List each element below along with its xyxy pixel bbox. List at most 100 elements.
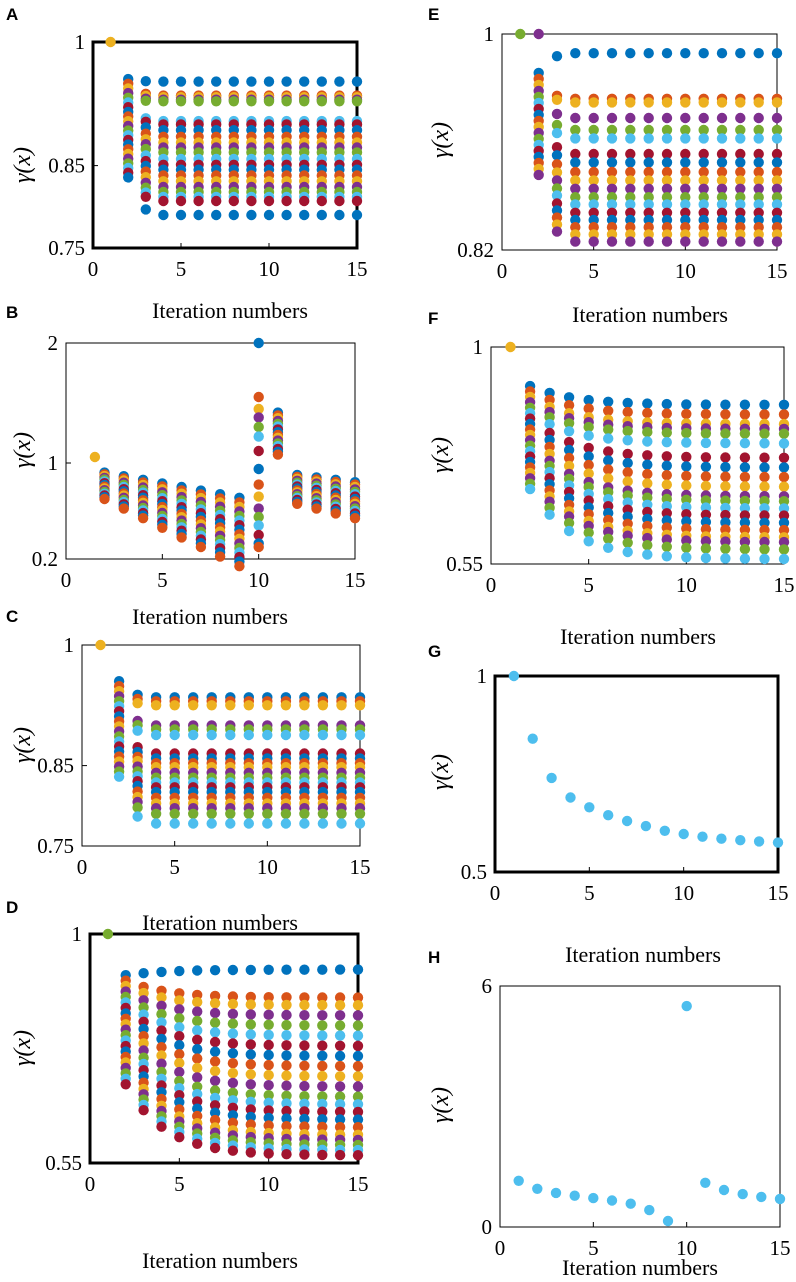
data-point	[334, 1060, 346, 1072]
data-point	[195, 541, 207, 553]
panel-g: G 0 5 10 15 1 0.5 Iteration numbers γ(x)	[428, 642, 789, 967]
data-point	[570, 222, 581, 233]
data-point	[716, 48, 728, 59]
data-point-γ	[603, 810, 614, 821]
data-point	[281, 992, 292, 1003]
data-point	[246, 195, 257, 207]
data-point	[280, 818, 292, 829]
data-point	[661, 541, 672, 552]
data-point	[720, 536, 731, 547]
data-point	[193, 209, 204, 221]
data-point	[698, 157, 709, 168]
data-point	[551, 94, 563, 106]
data-point	[625, 192, 636, 203]
data-point	[209, 1065, 221, 1077]
data-point	[193, 96, 204, 107]
data-point	[157, 522, 168, 533]
data-point	[192, 1025, 203, 1036]
x-tick-label: 15	[767, 259, 788, 283]
data-point	[771, 214, 783, 226]
data-point	[281, 964, 292, 975]
data-point	[778, 481, 790, 492]
data-point	[643, 192, 654, 203]
data-point	[334, 1010, 346, 1021]
data-point	[156, 1033, 167, 1045]
data-point	[138, 987, 149, 999]
data-point	[299, 1091, 310, 1102]
x-tick-label: 5	[169, 855, 180, 879]
data-point	[227, 1058, 239, 1069]
data-point	[720, 553, 731, 564]
data-point-γ	[735, 835, 746, 846]
data-point	[253, 412, 264, 423]
data-point	[700, 437, 712, 449]
panel-label: G	[428, 642, 441, 661]
data-point	[563, 444, 575, 456]
data-point	[759, 399, 770, 410]
data-point	[253, 503, 264, 514]
data-point	[661, 183, 673, 194]
data-point	[192, 1044, 203, 1055]
data-point	[753, 112, 764, 124]
data-point	[603, 446, 614, 457]
data-point	[192, 1138, 203, 1150]
data-point	[778, 471, 790, 483]
y-tick-label: 0.82	[457, 238, 494, 262]
data-point-initial	[102, 928, 114, 940]
data-point	[625, 97, 636, 108]
panel-label: D	[6, 898, 18, 917]
data-point	[716, 236, 728, 247]
x-axis-label: Iteration numbers	[572, 302, 728, 327]
data-point	[336, 808, 347, 819]
data-point	[759, 503, 770, 514]
panel-label: C	[6, 607, 18, 626]
data-point	[698, 199, 709, 210]
data-point-γ	[625, 1198, 636, 1209]
data-point-γ	[644, 1204, 655, 1216]
data-point	[227, 1087, 239, 1099]
data-point	[753, 214, 764, 226]
data-point	[192, 1081, 203, 1093]
data-point	[211, 96, 222, 107]
data-point	[603, 396, 614, 407]
data-point	[759, 495, 770, 507]
data-point	[253, 403, 264, 415]
data-points	[505, 341, 790, 565]
data-point	[299, 808, 310, 819]
data-point	[544, 419, 555, 430]
data-point-γ	[513, 1175, 524, 1187]
data-point	[156, 1000, 167, 1011]
data-point	[334, 964, 346, 975]
data-point	[192, 965, 203, 976]
data-point	[661, 222, 673, 233]
data-point	[227, 1077, 239, 1089]
data-point	[661, 175, 673, 186]
data-point	[206, 700, 217, 711]
panel-label: B	[6, 303, 18, 322]
data-point	[681, 461, 692, 472]
data-point	[643, 124, 654, 136]
data-point	[188, 808, 199, 819]
data-point	[583, 430, 594, 441]
x-tick-label: 15	[774, 573, 795, 597]
data-point	[317, 1060, 328, 1072]
data-point	[735, 222, 746, 233]
data-point	[563, 426, 575, 437]
data-point	[643, 112, 654, 124]
data-point	[720, 461, 731, 473]
data-point	[753, 97, 764, 108]
data-point	[739, 471, 751, 483]
x-tick-label: 5	[588, 1236, 599, 1260]
data-point	[138, 968, 149, 979]
data-point	[334, 1114, 346, 1125]
data-point	[698, 236, 709, 247]
data-point-γ	[606, 1195, 618, 1206]
data-point	[175, 96, 187, 107]
data-point	[735, 214, 746, 226]
data-point	[156, 1025, 167, 1036]
data-points	[105, 36, 363, 221]
data-point	[739, 517, 751, 528]
data-point	[253, 491, 264, 502]
data-point	[700, 552, 712, 564]
data-point	[245, 1019, 256, 1030]
